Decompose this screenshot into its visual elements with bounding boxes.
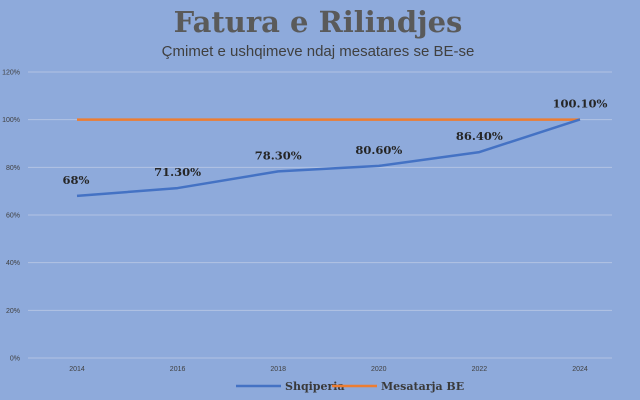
x-tick-label: 2018 (270, 366, 286, 373)
y-tick-label: 100% (2, 117, 20, 124)
x-tick-label: 2014 (69, 366, 85, 373)
data-label: 80.60% (355, 143, 402, 157)
x-tick-label: 2024 (572, 366, 588, 373)
gridlines (28, 71, 612, 359)
y-tick-label: 0% (10, 356, 20, 363)
legend-label-shqiperia: Shqiperia (285, 380, 345, 393)
series-line-shqiperia (76, 118, 581, 198)
chart-subtitle: Çmimet e ushqimeve ndaj mesatares se BE-… (162, 43, 475, 60)
y-tick-label: 40% (6, 260, 20, 267)
data-label: 100.10% (553, 96, 608, 110)
data-label: 86.40% (456, 129, 503, 143)
y-tick-label: 20% (6, 308, 20, 315)
x-tick-label: 2016 (170, 366, 186, 373)
y-tick-label: 60% (6, 213, 20, 220)
data-label: 71.30% (154, 165, 201, 179)
legend: Shqiperia Mesatarja BE (236, 380, 464, 393)
data-labels: 68% 71.30% 78.30% 80.60% 86.40% 100.10% (63, 96, 608, 187)
y-axis: 0% 20% 40% 60% 80% 100% 120% (2, 70, 20, 363)
y-tick-label: 120% (2, 70, 20, 77)
x-tick-label: 2022 (472, 366, 488, 373)
data-label: 68% (63, 173, 90, 187)
legend-label-mesatarja-be: Mesatarja BE (381, 380, 464, 393)
x-tick-label: 2020 (371, 366, 387, 373)
y-tick-label: 80% (6, 165, 20, 172)
chart-title: Fatura e Rilindjes (174, 5, 463, 39)
series-group (76, 118, 581, 198)
x-axis: 2014 2016 2018 2020 2022 2024 (69, 366, 588, 373)
data-label: 78.30% (255, 148, 302, 162)
